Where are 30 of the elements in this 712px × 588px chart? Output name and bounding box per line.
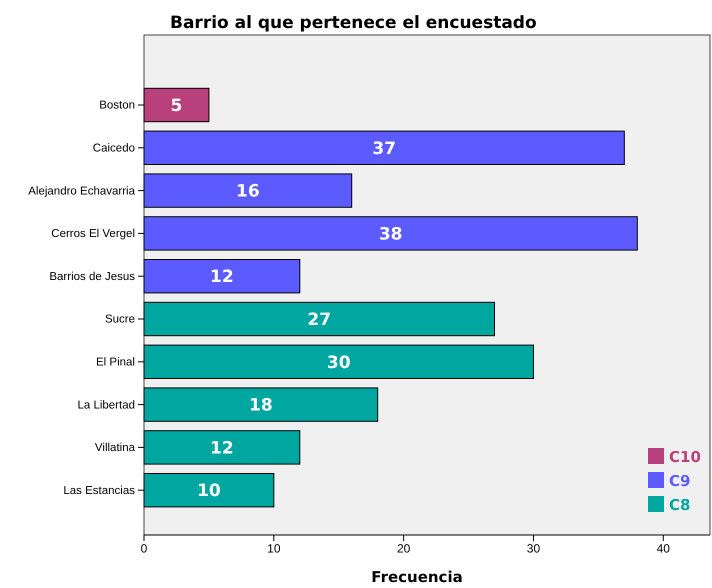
chart-title: Barrio al que pertenece el encuestado	[170, 13, 537, 33]
y-tick-label: Alejandro Echavarria	[28, 185, 136, 198]
legend-label: C9	[669, 472, 690, 490]
data-label: 18	[249, 396, 273, 416]
y-tick-label: Villatina	[94, 442, 136, 454]
data-label: 12	[210, 438, 234, 458]
data-label: 12	[210, 267, 234, 288]
data-label: 38	[378, 224, 402, 244]
y-tick-label: Boston	[99, 100, 135, 112]
legend-label: C8	[669, 496, 690, 514]
data-label: 10	[197, 481, 221, 502]
x-tick-label: 20	[396, 542, 411, 556]
x-tick-label: 10	[267, 542, 281, 556]
y-tick-label: Caicedo	[92, 142, 135, 154]
data-label: 5	[170, 96, 182, 116]
data-label: 27	[307, 310, 332, 330]
y-tick-label: El Pinal	[96, 356, 135, 368]
x-tick-label: 0	[140, 542, 148, 556]
x-tick-label: 40	[656, 542, 670, 556]
data-label: 16	[236, 182, 260, 202]
data-label: 30	[326, 352, 351, 373]
y-tick-label: Las Estancias	[63, 484, 136, 497]
y-tick-label: La Libertad	[77, 399, 135, 412]
data-label: 37	[372, 138, 396, 159]
legend-label: C10	[669, 448, 701, 466]
y-tick-label: Cerros El Vergel	[51, 228, 135, 240]
x-axis-title: Frecuencia	[371, 568, 463, 586]
x-tick-label: 30	[526, 542, 540, 556]
y-tick-label: Sucre	[104, 314, 135, 326]
y-tick-label: Barrios de Jesus	[49, 270, 136, 283]
